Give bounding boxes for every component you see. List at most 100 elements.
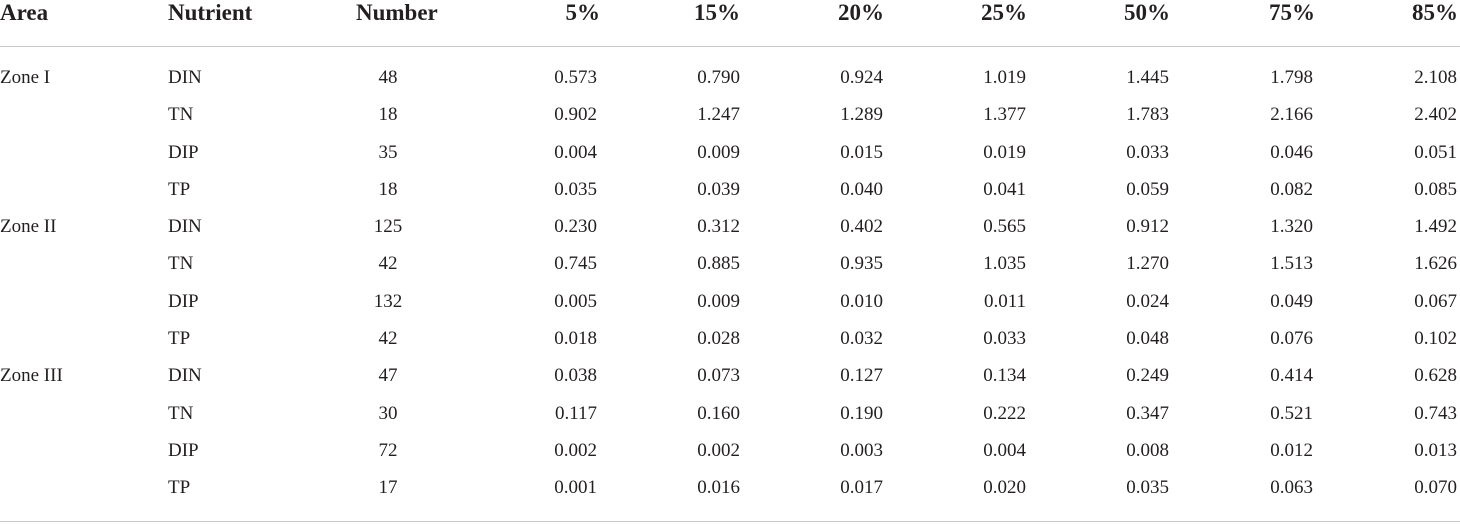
header-area: Area (0, 0, 49, 25)
cell-p20: 0.190 (840, 402, 883, 424)
cell-p85: 1.492 (1414, 216, 1457, 238)
cell-p75: 1.798 (1270, 67, 1313, 88)
cell-p20: 0.015 (840, 141, 883, 163)
cell-p20: 0.032 (840, 328, 883, 350)
cell-area: Zone II (0, 216, 57, 238)
cell-number: 42 (378, 328, 398, 350)
cell-p50: 0.008 (1126, 439, 1169, 461)
cell-p5: 0.117 (554, 402, 597, 424)
cell-nutrient: TP (168, 178, 191, 200)
cell-p85: 1.626 (1414, 253, 1457, 275)
cell-p50: 1.445 (1126, 67, 1169, 88)
cell-p50: 0.048 (1126, 328, 1169, 350)
cell-p5: 0.745 (554, 253, 597, 275)
cell-p5: 0.001 (554, 477, 597, 499)
cell-number: 18 (378, 104, 398, 126)
table-body: Zone I DIN 48 0.573 0.790 0.924 1.019 1.445 1.79… (0, 47, 1460, 507)
cell-p20: 0.040 (840, 178, 883, 200)
cell-p20: 0.003 (840, 439, 883, 461)
cell-p15: 0.160 (697, 402, 740, 424)
cell-p15: 0.790 (697, 67, 740, 88)
cell-p5: 0.018 (554, 328, 597, 350)
header-p50: 50% (1124, 0, 1170, 25)
cell-p50: 1.783 (1126, 104, 1169, 126)
table-row: TN 42 0.745 0.885 0.935 1.035 1.270 1.513 1.626 (0, 245, 1460, 282)
cell-p25: 0.222 (983, 402, 1026, 424)
cell-number: 18 (378, 178, 398, 200)
cell-p15: 0.016 (697, 477, 740, 499)
cell-p20: 0.010 (840, 290, 883, 312)
header-p20: 20% (838, 0, 884, 25)
cell-p85: 0.102 (1414, 328, 1457, 350)
cell-p25: 0.134 (983, 365, 1026, 387)
cell-p50: 0.912 (1126, 216, 1169, 238)
table-row: TN 30 0.117 0.160 0.190 0.222 0.347 0.521 0.743 (0, 395, 1460, 432)
cell-number: 42 (378, 253, 398, 275)
cell-number: 35 (378, 141, 398, 163)
cell-p25: 1.377 (983, 104, 1026, 126)
cell-nutrient: DIP (168, 439, 199, 461)
cell-p20: 0.402 (840, 216, 883, 238)
header-nutrient: Nutrient (168, 0, 253, 25)
cell-p5: 0.035 (554, 178, 597, 200)
cell-p75: 0.046 (1270, 141, 1313, 163)
cell-p85: 0.743 (1414, 402, 1457, 424)
cell-p15: 0.885 (697, 253, 740, 275)
cell-area: Zone III (0, 365, 63, 387)
cell-nutrient: TP (168, 477, 191, 499)
cell-p50: 0.035 (1126, 477, 1169, 499)
cell-nutrient: TN (168, 104, 194, 126)
nutrient-percentile-table: Area Nutrient Number 5% 15% 20% 25% 50% … (0, 0, 1460, 507)
cell-p85: 0.067 (1414, 290, 1457, 312)
header-p15: 15% (694, 0, 740, 25)
cell-p85: 0.070 (1414, 477, 1457, 499)
cell-p75: 0.414 (1270, 365, 1313, 387)
cell-nutrient: DIN (168, 216, 202, 238)
cell-p25: 0.019 (983, 141, 1026, 163)
cell-p5: 0.005 (554, 290, 597, 312)
cell-p85: 0.051 (1414, 141, 1457, 163)
cell-p75: 0.521 (1270, 402, 1313, 424)
cell-p85: 2.402 (1414, 104, 1457, 126)
header-p25: 25% (981, 0, 1027, 25)
cell-p20: 0.127 (840, 365, 883, 387)
table-header-row: Area Nutrient Number 5% 15% 20% 25% 50% … (0, 0, 1460, 47)
cell-p25: 0.565 (983, 216, 1026, 238)
cell-number: 47 (378, 365, 398, 387)
cell-p5: 0.038 (554, 365, 597, 387)
cell-p85: 0.013 (1414, 439, 1457, 461)
cell-nutrient: DIN (168, 365, 202, 387)
cell-p15: 0.002 (697, 439, 740, 461)
cell-p20: 1.289 (840, 104, 883, 126)
cell-area: Zone I (0, 67, 51, 88)
cell-p75: 0.082 (1270, 178, 1313, 200)
table-row: Zone II DIN 125 0.230 0.312 0.402 0.565 0.912 1.… (0, 208, 1460, 245)
cell-p75: 1.320 (1270, 216, 1313, 238)
cell-number: 125 (373, 216, 403, 238)
cell-p50: 1.270 (1126, 253, 1169, 275)
header-p75: 75% (1269, 0, 1315, 25)
cell-p20: 0.924 (840, 67, 883, 88)
table-row: TP 17 0.001 0.016 0.017 0.020 0.035 0.063 0.070 (0, 469, 1460, 506)
cell-p15: 0.009 (697, 290, 740, 312)
table-row: DIP 72 0.002 0.002 0.003 0.004 0.008 0.012 0.013 (0, 432, 1460, 469)
table-bottom-rule (0, 521, 1460, 522)
cell-p5: 0.002 (554, 439, 597, 461)
cell-nutrient: DIN (168, 67, 202, 88)
cell-nutrient: TN (168, 253, 194, 275)
cell-p25: 0.033 (983, 328, 1026, 350)
table-row: DIP 132 0.005 0.009 0.010 0.011 0.024 0.049 0.06… (0, 283, 1460, 320)
cell-p15: 0.039 (697, 178, 740, 200)
cell-p50: 0.059 (1126, 178, 1169, 200)
cell-p25: 1.019 (983, 67, 1026, 88)
cell-p75: 0.063 (1270, 477, 1313, 499)
cell-p15: 1.247 (697, 104, 740, 126)
cell-p50: 0.347 (1126, 402, 1169, 424)
cell-p25: 0.020 (983, 477, 1026, 499)
cell-p25: 0.041 (983, 178, 1026, 200)
cell-p75: 0.012 (1270, 439, 1313, 461)
cell-number: 132 (373, 290, 403, 312)
cell-p5: 0.573 (554, 67, 597, 88)
cell-p20: 0.017 (840, 477, 883, 499)
cell-number: 17 (378, 477, 398, 499)
